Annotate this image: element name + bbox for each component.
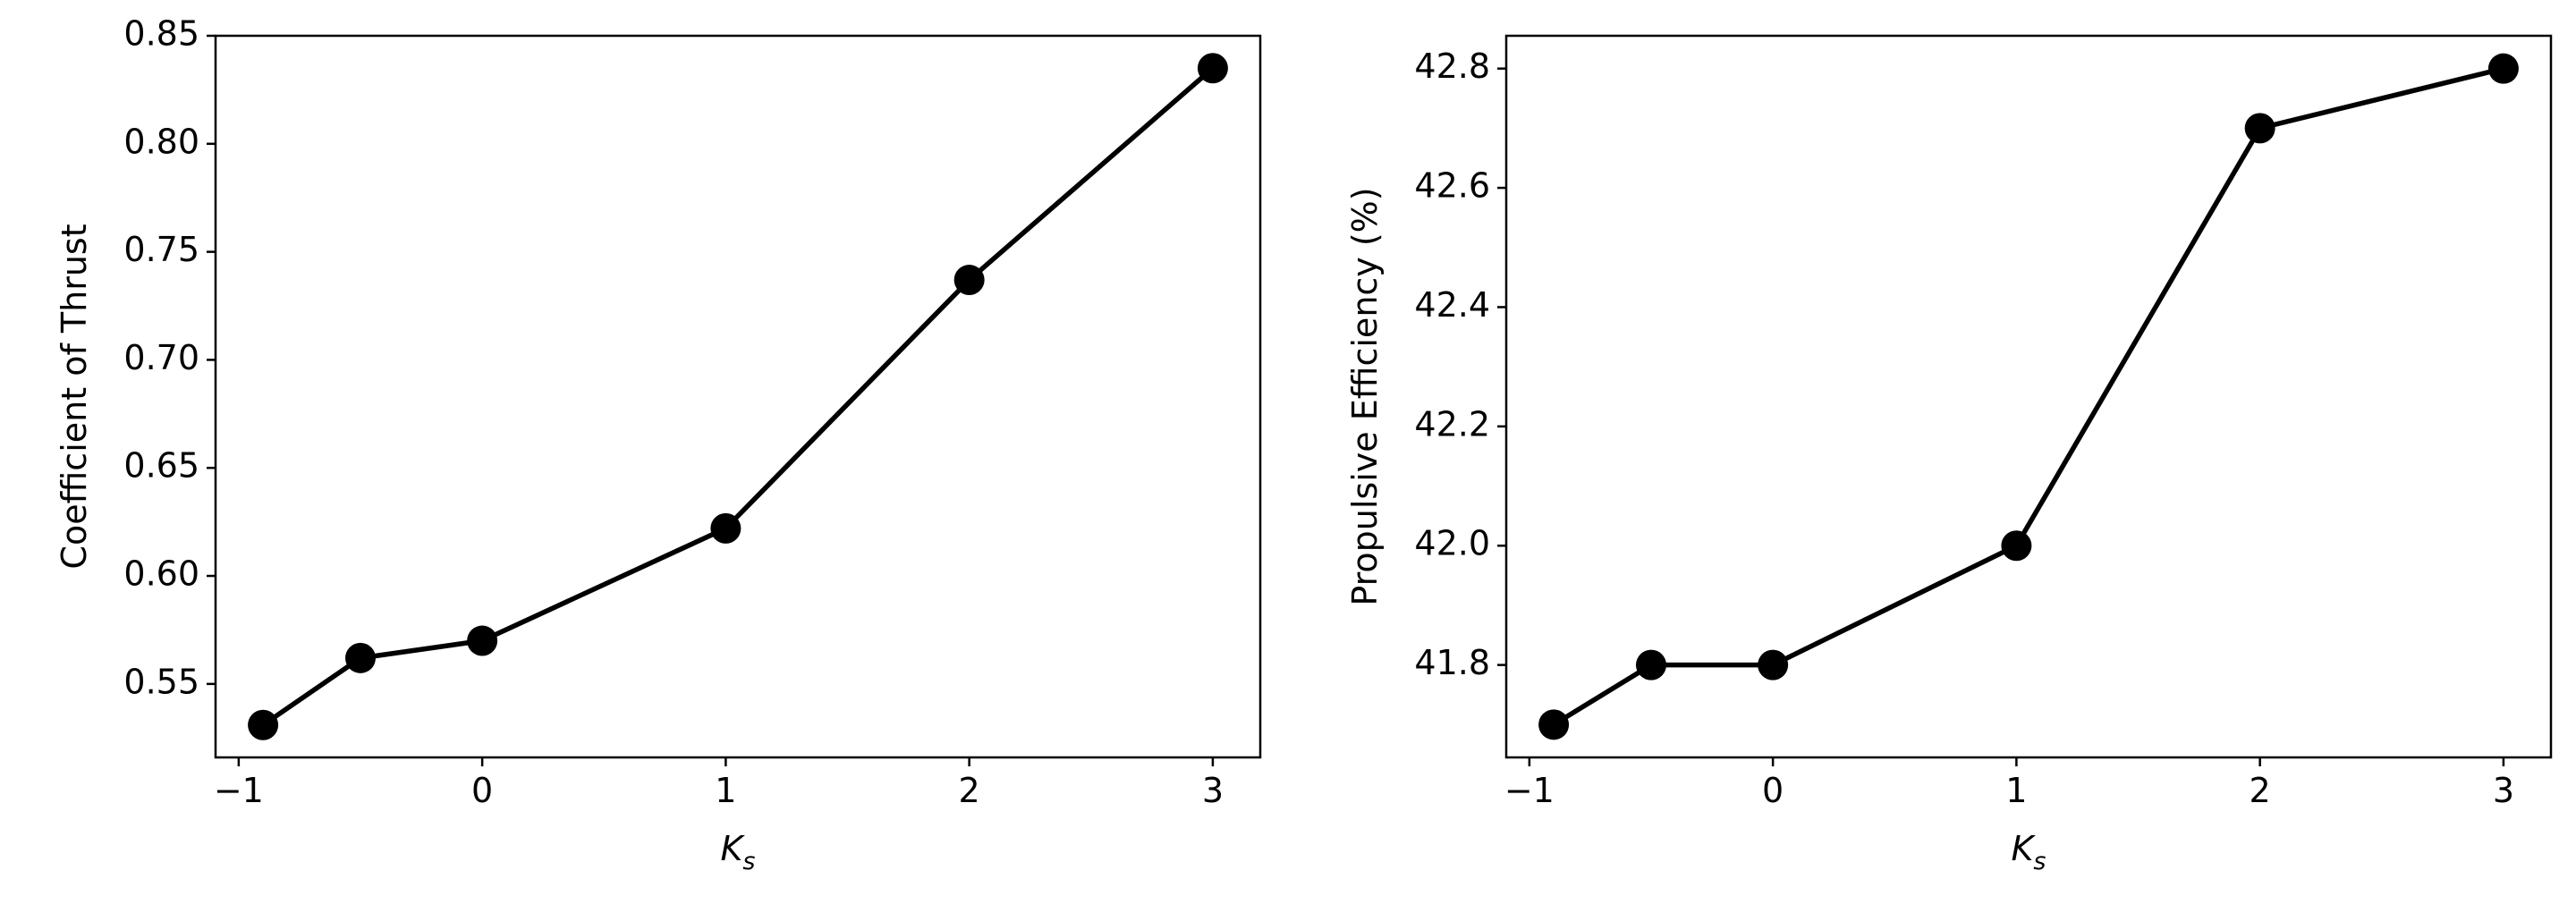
y-tick-label: 42.8 xyxy=(1414,46,1490,86)
x-tick-label: 2 xyxy=(2250,771,2271,810)
x-tick-label: −1 xyxy=(1504,771,1555,810)
x-tick-label: −1 xyxy=(214,771,264,810)
y-axis-label: Coefficient of Thrust xyxy=(55,224,94,569)
x-axis-label-base: K xyxy=(2012,829,2037,868)
marker xyxy=(953,265,985,296)
y-tick-label: 0.65 xyxy=(123,446,199,486)
x-axis-label-sub: s xyxy=(742,848,755,875)
y-tick-label: 0.70 xyxy=(123,338,199,377)
y-tick-label: 41.8 xyxy=(1414,643,1490,682)
y-axis-label: Propulsive Efficiency (%) xyxy=(1345,187,1385,605)
y-tick-label: 42.6 xyxy=(1414,166,1490,206)
x-axis-label-base: K xyxy=(721,829,746,868)
x-axis-label: Ks xyxy=(721,829,756,875)
x-tick-label: 3 xyxy=(1202,771,1224,810)
x-tick-label: 0 xyxy=(1762,771,1784,810)
x-axis-label: Ks xyxy=(2012,829,2046,875)
x-tick-label: 0 xyxy=(471,771,493,810)
marker xyxy=(1197,53,1228,84)
x-tick-label: 1 xyxy=(2005,771,2027,810)
x-tick-label: 1 xyxy=(715,771,736,810)
x-axis-label-sub: s xyxy=(2033,848,2046,875)
marker xyxy=(344,642,376,673)
y-tick-label: 0.60 xyxy=(123,554,199,594)
marker xyxy=(2487,53,2519,84)
y-tick-label: 42.2 xyxy=(1414,404,1490,444)
y-tick-label: 0.55 xyxy=(123,662,199,701)
y-tick-label: 42.4 xyxy=(1414,285,1490,325)
y-tick-label: 0.85 xyxy=(123,14,199,54)
axes-frame xyxy=(214,34,1262,759)
x-tick-label: 2 xyxy=(959,771,980,810)
marker xyxy=(2001,530,2032,562)
marker xyxy=(467,625,498,656)
y-tick-label: 0.80 xyxy=(123,122,199,161)
line xyxy=(1552,66,2504,727)
line xyxy=(261,66,1215,728)
y-tick-label: 0.75 xyxy=(123,230,199,269)
marker xyxy=(1538,709,1570,740)
marker xyxy=(248,709,279,740)
axes-frame xyxy=(1504,34,2553,759)
marker xyxy=(2244,113,2275,144)
marker xyxy=(1758,649,1789,681)
y-tick-label: 42.0 xyxy=(1414,524,1490,563)
marker xyxy=(710,512,741,544)
x-tick-label: 3 xyxy=(2493,771,2514,810)
marker xyxy=(1635,649,1666,681)
